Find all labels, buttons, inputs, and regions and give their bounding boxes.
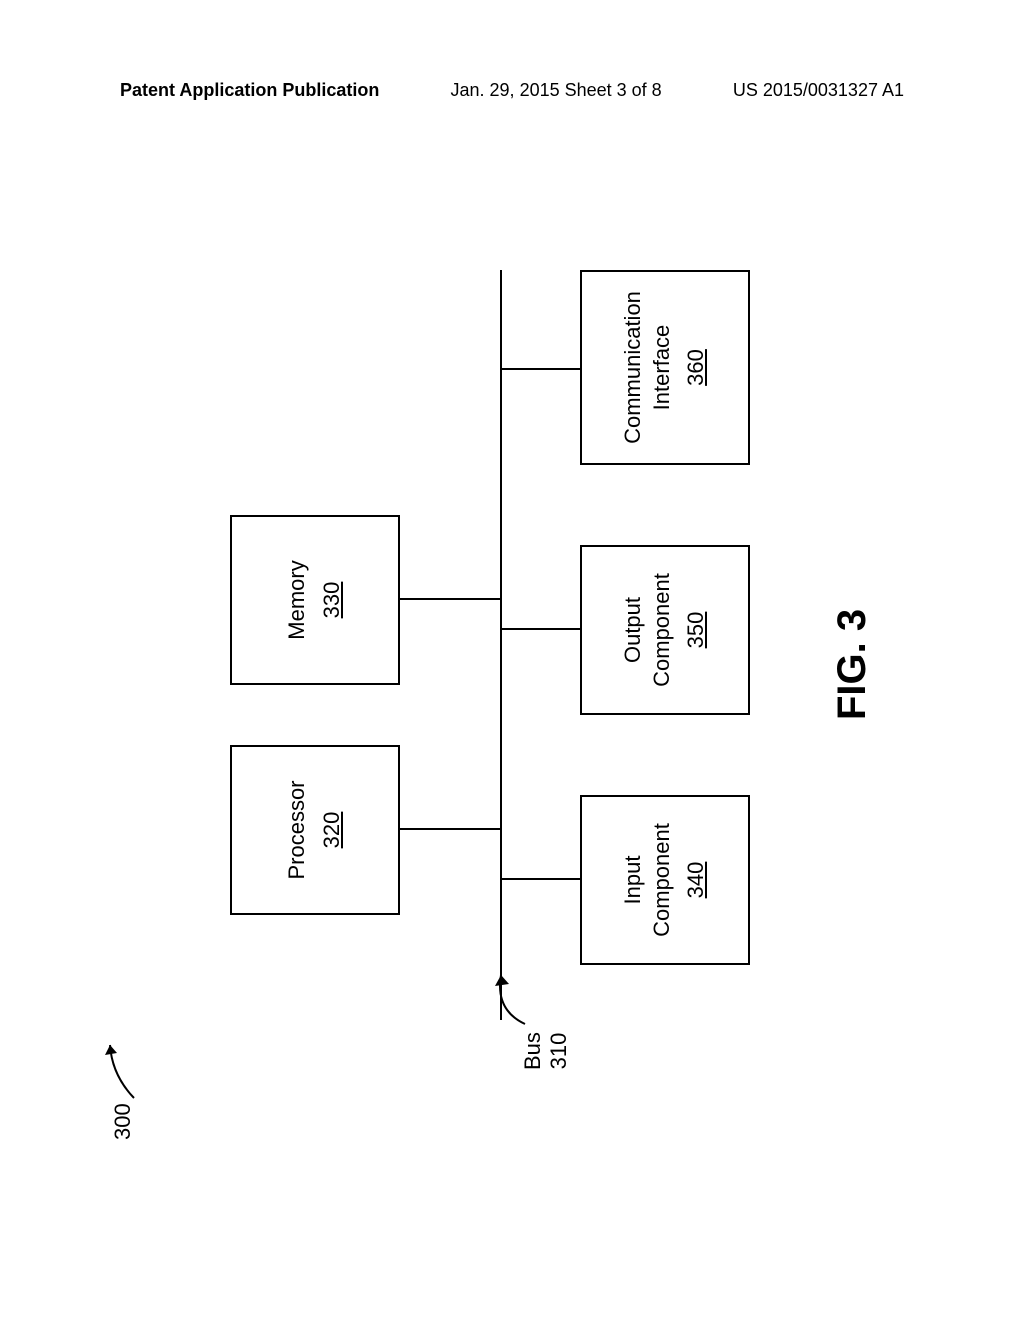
bus-stub-memory bbox=[400, 598, 500, 600]
box-comm: Communication Interface 360 bbox=[580, 270, 750, 465]
box-processor-label: Processor bbox=[283, 780, 312, 879]
box-output-ref: 350 bbox=[682, 612, 711, 649]
bus-stub-output bbox=[500, 628, 580, 630]
bus-stub-input bbox=[500, 878, 580, 880]
box-input: Input Component 340 bbox=[580, 795, 750, 965]
bus-stub-processor bbox=[400, 828, 500, 830]
box-comm-label1: Communication bbox=[619, 291, 648, 444]
box-memory-ref: 330 bbox=[318, 582, 347, 619]
bus-stub-comm bbox=[500, 368, 580, 370]
box-comm-label2: Interface bbox=[648, 325, 677, 411]
box-processor-ref: 320 bbox=[318, 812, 347, 849]
box-comm-ref: 360 bbox=[682, 349, 711, 386]
rotated-stage: 300 Bus 310 bbox=[90, 160, 910, 1160]
bus-label-text: Bus bbox=[520, 1032, 546, 1070]
ref-arrow-icon bbox=[104, 1030, 144, 1100]
box-output-label1: Output bbox=[619, 597, 648, 663]
header-mid: Jan. 29, 2015 Sheet 3 of 8 bbox=[451, 80, 662, 101]
box-memory-label: Memory bbox=[283, 560, 312, 639]
box-memory: Memory 330 bbox=[230, 515, 400, 685]
figure-ref-number-text: 300 bbox=[110, 1103, 135, 1140]
box-processor: Processor 320 bbox=[230, 745, 400, 915]
page-header: Patent Application Publication Jan. 29, … bbox=[0, 80, 1024, 101]
bus-label: Bus 310 bbox=[520, 1032, 573, 1070]
page: Patent Application Publication Jan. 29, … bbox=[0, 0, 1024, 1320]
figure-caption: FIG. 3 bbox=[830, 609, 875, 720]
box-input-label2: Component bbox=[648, 823, 677, 937]
bus-arrow-icon bbox=[485, 960, 535, 1030]
diagram-area: 300 Bus 310 bbox=[90, 160, 910, 1160]
box-input-label1: Input bbox=[619, 856, 648, 905]
box-output-label2: Component bbox=[648, 573, 677, 687]
header-right: US 2015/0031327 A1 bbox=[733, 80, 904, 101]
box-input-ref: 340 bbox=[682, 862, 711, 899]
box-output: Output Component 350 bbox=[580, 545, 750, 715]
figure-ref-number: 300 bbox=[110, 1103, 136, 1140]
header-left: Patent Application Publication bbox=[120, 80, 379, 101]
bus-ref-text: 310 bbox=[546, 1032, 572, 1070]
bus-line-main bbox=[500, 270, 502, 1020]
